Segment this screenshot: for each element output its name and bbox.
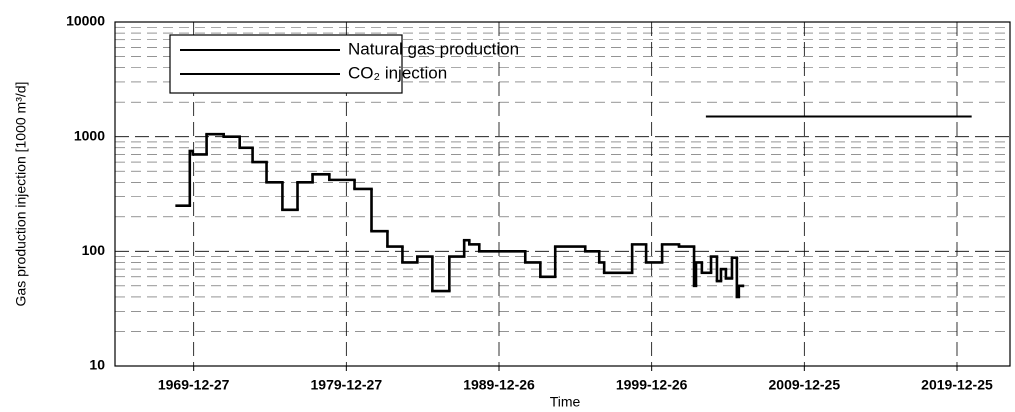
y-tick-label: 10 bbox=[89, 357, 105, 373]
x-tick-label: 1979-12-27 bbox=[311, 377, 383, 393]
y-tick-label: 1000 bbox=[74, 127, 105, 143]
y-axis-label: Gas production injection [1000 m³/d] bbox=[13, 82, 29, 307]
x-tick-label: 2019-12-25 bbox=[921, 377, 993, 393]
x-axis-label: Time bbox=[550, 394, 581, 410]
x-tick-label: 1969-12-27 bbox=[158, 377, 230, 393]
x-tick-label: 1989-12-26 bbox=[463, 377, 535, 393]
x-tick-label: 2009-12-25 bbox=[769, 377, 841, 393]
y-tick-label: 10000 bbox=[66, 13, 105, 29]
x-tick-label: 1999-12-26 bbox=[616, 377, 688, 393]
y-tick-label: 100 bbox=[82, 242, 106, 258]
legend-box bbox=[169, 34, 403, 94]
plot-frame bbox=[114, 21, 1011, 367]
legend-label: Natural gas production bbox=[348, 39, 519, 58]
legend-label: CO₂ injection bbox=[348, 63, 447, 82]
